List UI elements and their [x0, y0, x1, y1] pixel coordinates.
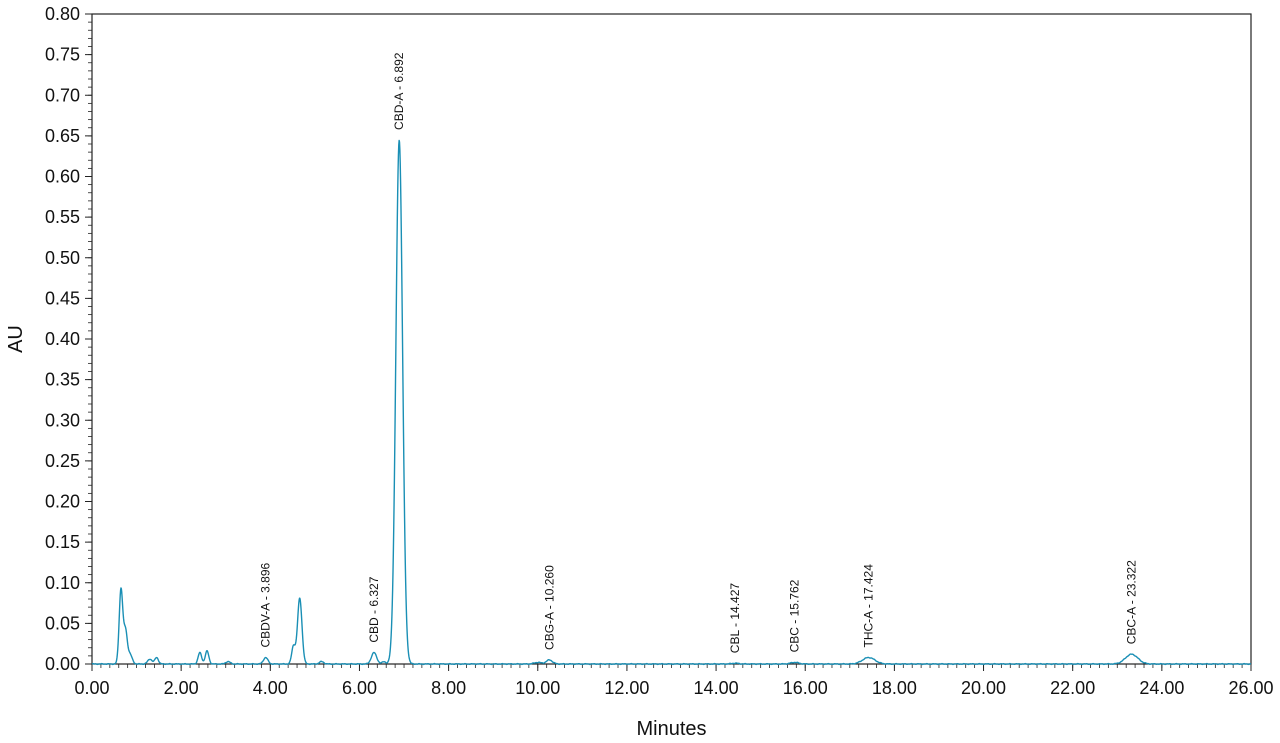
y-tick-label: 0.60 [45, 167, 80, 187]
series-group [91, 139, 1252, 666]
y-tick-label: 0.70 [45, 85, 80, 105]
x-tick-label: 2.00 [164, 678, 199, 698]
x-axis-title: Minutes [636, 718, 706, 740]
y-tick-label: 0.40 [45, 329, 80, 349]
axes: 0.00 0.05 0.10 0.15 0.20 0.25 0.30 0.35 0.40 0.45… [45, 4, 1274, 698]
peak-label: CBD-A - 6.892 [392, 52, 406, 130]
x-tick-label: 8.00 [431, 678, 466, 698]
x-tick-label: 24.00 [1139, 678, 1184, 698]
x-tick-label: 10.00 [515, 678, 560, 698]
y-tick-label: 0.45 [45, 288, 80, 308]
x-tick-label: 20.00 [961, 678, 1006, 698]
x-tick-label: 14.00 [694, 678, 739, 698]
y-tick-label: 0.15 [45, 532, 80, 552]
y-axis-title: AU [5, 325, 27, 353]
x-tick-label: 4.00 [253, 678, 288, 698]
y-tick-label: 0.50 [45, 248, 80, 268]
y-tick-label: 0.30 [45, 410, 80, 430]
peak-label: CBG-A - 10.260 [542, 565, 556, 650]
x-tick-label: 26.00 [1228, 678, 1273, 698]
x-tick-label: 0.00 [74, 678, 109, 698]
y-tick-label: 0.10 [45, 573, 80, 593]
y-tick-label: 0.80 [45, 4, 80, 24]
y-tick-label: 0.35 [45, 370, 80, 390]
peak-label: CBL - 14.427 [728, 583, 742, 654]
y-tick-label: 0.55 [45, 207, 80, 227]
y-tick-label: 0.05 [45, 613, 80, 633]
y-tick-label: 0.20 [45, 492, 80, 512]
x-tick-label: 6.00 [342, 678, 377, 698]
peak-label: CBDV-A - 3.896 [259, 562, 273, 647]
chromatogram-trace [91, 139, 1252, 666]
peak-label: CBC-A - 23.322 [1125, 560, 1139, 644]
peak-annotations: CBDV-A - 3.896 CBD - 6.327 CBD-A - 6.892 CB… [259, 52, 1139, 653]
peak-label: CBC - 15.762 [788, 579, 802, 652]
peak-label: CBD - 6.327 [367, 576, 381, 642]
x-tick-label: 18.00 [872, 678, 917, 698]
x-tick-label: 12.00 [604, 678, 649, 698]
y-tick-label: 0.00 [45, 654, 80, 674]
y-tick-label: 0.75 [45, 45, 80, 65]
x-tick-label: 16.00 [783, 678, 828, 698]
x-tick-label: 22.00 [1050, 678, 1095, 698]
y-tick-label: 0.65 [45, 126, 80, 146]
peak-label: THC-A - 17.424 [862, 564, 876, 648]
y-tick-label: 0.25 [45, 451, 80, 471]
